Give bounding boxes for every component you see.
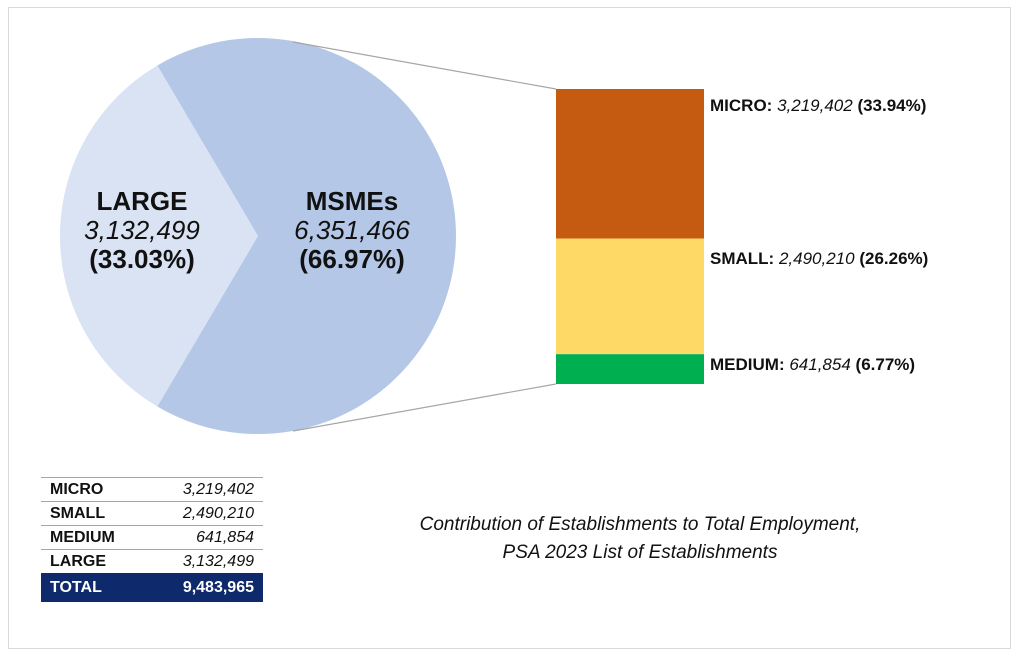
bar-label-small-name: SMALL: [710, 249, 775, 268]
bar-label-small-value: 2,490,210 [778, 249, 855, 268]
connector-lines [292, 41, 557, 432]
table-total-row: TOTAL 9,483,965 [41, 573, 263, 602]
bar-label-medium-percent: (6.77%) [855, 355, 916, 374]
table-total-value: 9,483,965 [147, 573, 263, 602]
table-cell-value: 2,490,210 [147, 501, 263, 526]
connector-line-top [292, 41, 557, 90]
pie-slice-large [59, 65, 259, 407]
pie-label-large-percent: (33.03%) [89, 244, 195, 275]
table-cell-label: MICRO [41, 477, 148, 502]
chart-subtitle: PSA 2023 List of Establishments [502, 542, 778, 563]
bar-label-small-percent: (26.26%) [859, 249, 929, 268]
bar-label-medium: MEDIUM: 641,854 (6.77%) [710, 355, 915, 375]
table-cell-value: 3,132,499 [147, 549, 263, 573]
summary-table: MICRO 3,219,402 SMALL 2,490,210 MEDIUM 6… [41, 477, 263, 602]
pie-chart [59, 38, 457, 435]
bar-label-micro: MICRO: 3,219,402 (33.94%) [710, 96, 926, 116]
chart-title: Contribution of Establishments to Total … [419, 514, 861, 535]
table-cell-label: LARGE [41, 549, 148, 573]
breakdown-bar [556, 89, 704, 384]
table-cell-value: 3,219,402 [147, 477, 263, 502]
table-row: MEDIUM 641,854 [41, 525, 263, 550]
pie-label-msmes-name: MSMEs [305, 186, 399, 216]
pie-label-large: LARGE 3,132,499 (33.03%) [62, 186, 222, 275]
bar-label-medium-value: 641,854 [789, 355, 851, 374]
table-row: LARGE 3,132,499 [41, 549, 263, 573]
bar-label-micro-name: MICRO: [710, 96, 773, 115]
bar-segment-micro [556, 89, 704, 239]
table-cell-value: 641,854 [147, 525, 263, 550]
table-row: SMALL 2,490,210 [41, 501, 263, 526]
pie-slice-msmes [157, 38, 457, 435]
chart-frame [8, 7, 1011, 649]
bar-segment-small [556, 238, 704, 355]
chart-caption: Contribution of Establishments to Total … [370, 511, 910, 567]
pie-label-msmes-percent: (66.97%) [299, 244, 405, 275]
table-row: MICRO 3,219,402 [41, 477, 263, 502]
bar-segment-medium [556, 354, 704, 384]
table-total-label: TOTAL [41, 573, 148, 602]
pie-label-msmes-value: 6,351,466 [294, 215, 410, 246]
bar-label-micro-percent: (33.94%) [857, 96, 927, 115]
table-cell-label: SMALL [41, 501, 148, 526]
table-cell-label: MEDIUM [41, 525, 148, 550]
bar-label-micro-value: 3,219,402 [777, 96, 853, 115]
bar-label-small: SMALL: 2,490,210 (26.26%) [710, 249, 928, 269]
pie-label-large-name: LARGE [96, 186, 188, 216]
connector-line-bottom [292, 383, 557, 432]
pie-label-msmes: MSMEs 6,351,466 (66.97%) [272, 186, 432, 275]
pie-label-large-value: 3,132,499 [84, 215, 200, 246]
bar-label-medium-name: MEDIUM: [710, 355, 785, 374]
